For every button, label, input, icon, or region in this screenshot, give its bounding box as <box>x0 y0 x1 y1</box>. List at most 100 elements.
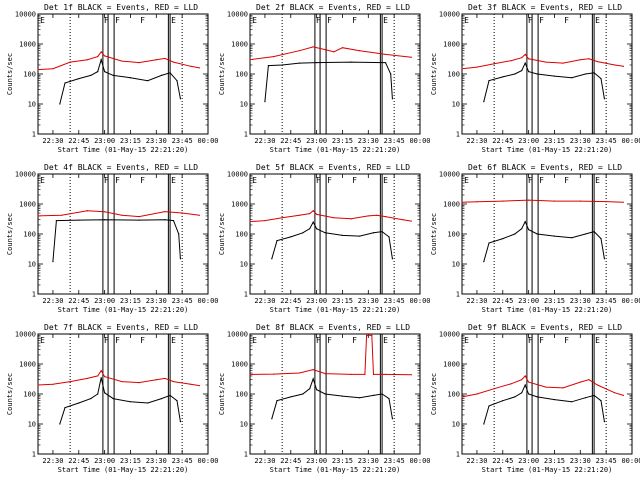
marker-letter: F <box>316 336 321 345</box>
lld-point <box>121 60 123 62</box>
x-tick-label: 23:30 <box>146 297 167 305</box>
x-tick-label: 23:00 <box>518 137 539 145</box>
events-point <box>147 80 149 82</box>
events-point <box>112 398 114 400</box>
lld-point <box>364 373 366 376</box>
events-point <box>59 103 61 105</box>
lld-point <box>312 210 314 212</box>
events-point <box>59 423 61 425</box>
y-axis-label: Counts/sec <box>218 53 226 95</box>
events-point <box>100 377 102 379</box>
marker-letter: F <box>539 176 544 185</box>
marker-letter: E <box>595 336 600 345</box>
x-axis-label: Start Time (01-May-15 22:21:20) <box>58 466 189 474</box>
x-tick-label: 23:00 <box>518 297 539 305</box>
lld-point <box>562 387 564 389</box>
marker-letter: E <box>252 176 257 185</box>
lld-point <box>510 59 512 62</box>
x-tick-label: 23:30 <box>570 457 591 465</box>
events-series-line <box>483 220 605 262</box>
events-point <box>584 233 587 235</box>
marker-letter: E <box>464 16 469 25</box>
events-point <box>104 219 106 221</box>
events-point <box>298 62 300 64</box>
lld-point <box>164 57 166 60</box>
marker-letter: F <box>564 16 569 25</box>
lld-point <box>493 388 495 390</box>
marker-letter: F <box>140 176 145 185</box>
x-axis-label: Start Time (01-May-15 22:21:20) <box>270 146 401 154</box>
events-point <box>381 231 383 233</box>
marker-letter: E <box>383 336 388 345</box>
marker-letter: F <box>327 336 332 345</box>
events-point <box>593 394 595 396</box>
x-tick-label: 00:00 <box>621 457 640 465</box>
lld-point <box>298 50 300 52</box>
marker-letter: E <box>595 176 600 185</box>
x-tick-label: 22:30 <box>42 457 63 465</box>
y-tick-label: 1 <box>456 291 460 299</box>
x-axis-label: Start Time (01-May-15 22:21:20) <box>270 306 401 314</box>
x-tick-label: 23:15 <box>544 297 565 305</box>
detector-panel: Det 2f BLACK = Events, RED = LLD 22:30 22:… <box>218 3 431 154</box>
detector-panel: Det 7f BLACK = Events, RED = LLD 22:30 22:… <box>6 323 219 474</box>
lld-point <box>476 393 478 395</box>
lld-point <box>298 372 300 374</box>
x-tick-label: 22:30 <box>254 457 275 465</box>
marker-letter: E <box>171 336 176 345</box>
y-tick-label: 10 <box>452 421 460 429</box>
x-tick-label: 23:15 <box>120 297 141 305</box>
marker-letter: E <box>252 336 257 345</box>
marker-letter: F <box>327 176 332 185</box>
lld-point <box>614 392 616 394</box>
events-point <box>528 229 530 231</box>
events-point <box>384 61 387 64</box>
events-point <box>390 73 392 75</box>
lld-series-line <box>37 369 200 387</box>
y-tick-label: 100 <box>23 231 36 239</box>
x-tick-label: 23:30 <box>570 297 591 305</box>
lld-point <box>190 383 192 385</box>
marker-letter: F <box>539 336 544 345</box>
events-point <box>172 219 175 222</box>
events-point <box>571 237 573 239</box>
x-axis-label: Start Time (01-May-15 22:21:20) <box>482 466 613 474</box>
events-point <box>553 75 556 77</box>
events-point <box>553 235 556 237</box>
lld-point <box>350 218 352 220</box>
x-tick-label: 22:45 <box>68 457 89 465</box>
y-tick-label: 100 <box>447 231 460 239</box>
events-point <box>359 235 361 237</box>
marker-letter: E <box>40 336 45 345</box>
events-point <box>276 400 278 402</box>
events-point <box>350 61 352 63</box>
lld-point <box>249 59 251 61</box>
lld-point <box>86 377 88 380</box>
marker-letter: E <box>40 16 45 25</box>
events-point <box>391 258 394 260</box>
events-point <box>176 400 178 402</box>
marker-letter: E <box>383 16 388 25</box>
events-point <box>264 101 266 103</box>
panel-title: Det 4f BLACK = Events, RED = LLD <box>44 163 198 172</box>
x-tick-label: 00:00 <box>197 457 218 465</box>
events-point <box>309 228 311 230</box>
events-point <box>391 98 394 100</box>
events-point <box>600 238 602 240</box>
lld-point <box>249 220 251 223</box>
x-tick-label: 23:15 <box>332 457 353 465</box>
lld-point <box>545 386 547 388</box>
lld-point <box>324 372 326 375</box>
x-tick-label: 23:00 <box>94 297 115 305</box>
events-point <box>359 397 361 399</box>
y-axis-label: Counts/sec <box>218 373 226 415</box>
x-tick-label: 23:30 <box>146 137 167 145</box>
events-point <box>290 236 292 238</box>
lld-point <box>138 381 140 384</box>
lld-point <box>622 65 624 67</box>
y-tick-label: 10000 <box>15 331 36 339</box>
x-tick-label: 23:45 <box>172 457 193 465</box>
y-tick-label: 1000 <box>231 41 248 49</box>
lld-point <box>333 51 335 53</box>
events-point <box>536 233 538 235</box>
